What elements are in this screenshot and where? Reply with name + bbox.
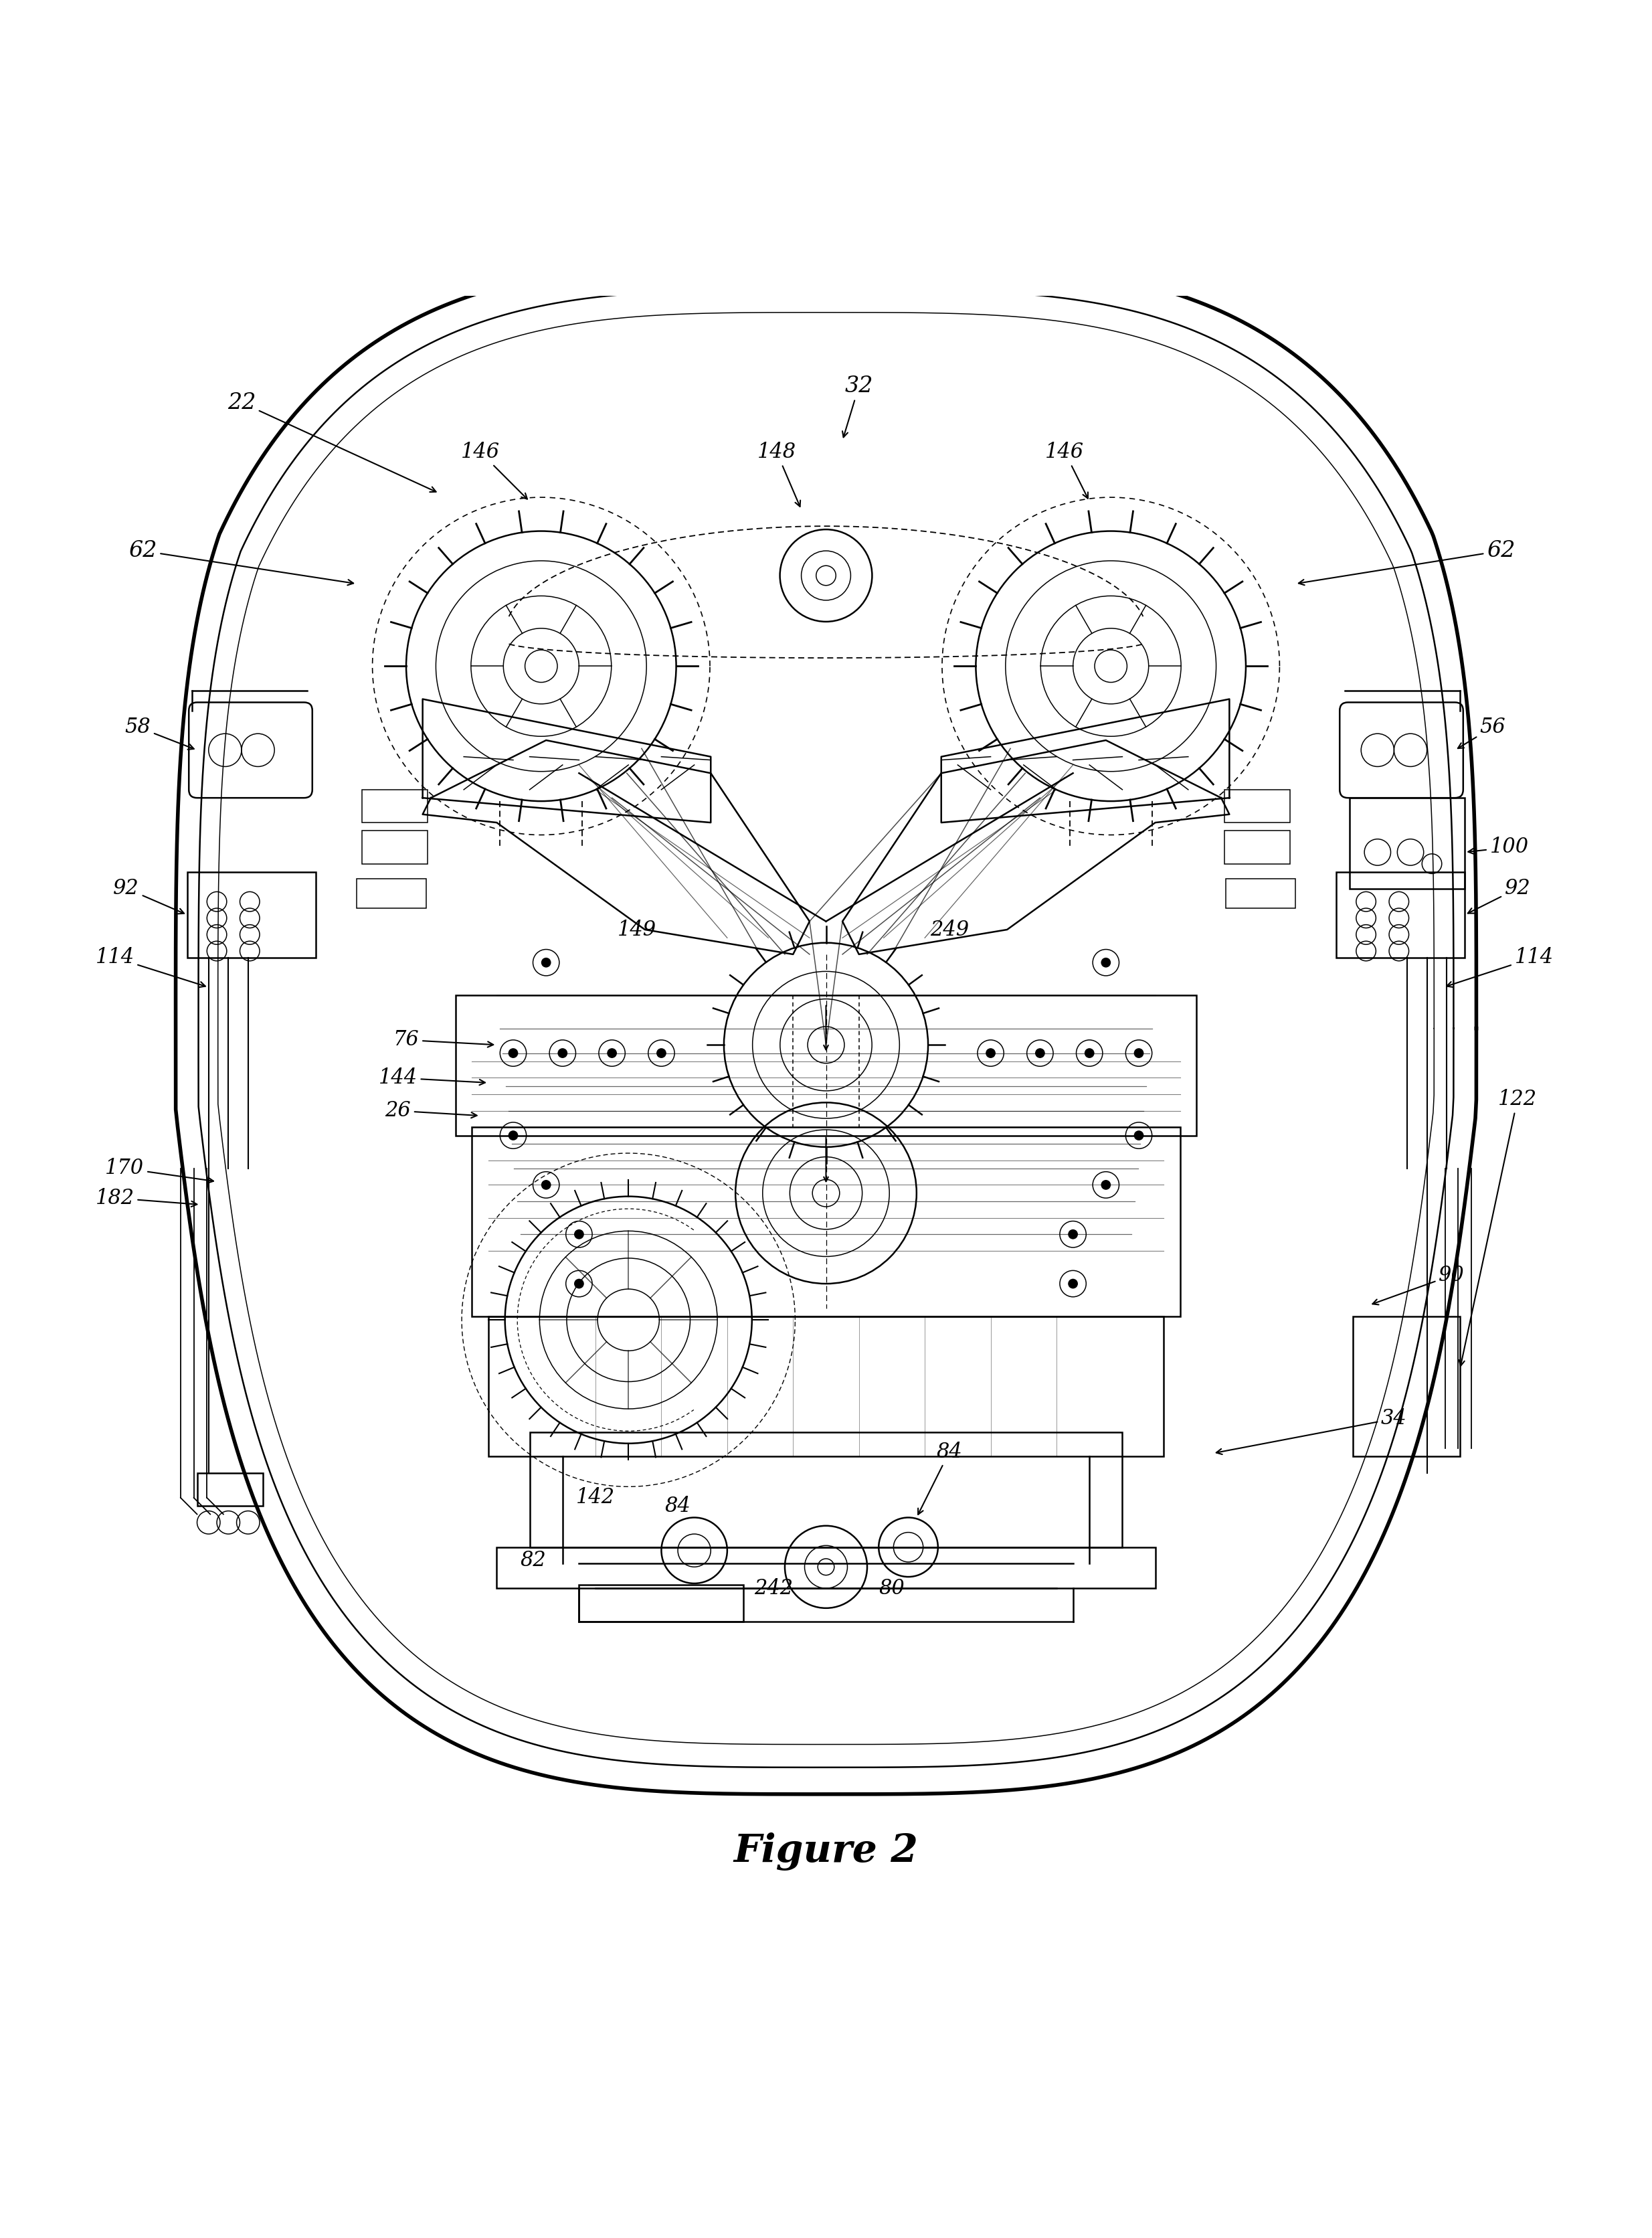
Bar xyxy=(1336,873,1465,958)
Circle shape xyxy=(656,1047,666,1059)
Text: Figure 2: Figure 2 xyxy=(733,1833,919,1871)
Circle shape xyxy=(509,1130,519,1141)
Text: 182: 182 xyxy=(96,1188,197,1209)
Bar xyxy=(472,1128,1180,1316)
Text: 114: 114 xyxy=(1447,947,1553,987)
Text: 142: 142 xyxy=(577,1488,615,1508)
Text: 144: 144 xyxy=(378,1068,486,1088)
Circle shape xyxy=(1100,1179,1110,1191)
Text: 76: 76 xyxy=(393,1029,494,1050)
Circle shape xyxy=(1036,1047,1046,1059)
Circle shape xyxy=(542,958,552,967)
Text: 80: 80 xyxy=(879,1578,905,1598)
Text: 92: 92 xyxy=(1469,877,1530,913)
Text: 242: 242 xyxy=(753,1578,793,1598)
Bar xyxy=(580,1585,743,1620)
Text: 84: 84 xyxy=(919,1441,963,1515)
Text: 90: 90 xyxy=(1373,1264,1465,1305)
Text: 114: 114 xyxy=(96,947,205,987)
Bar xyxy=(197,1473,263,1506)
Text: 84: 84 xyxy=(664,1495,691,1517)
Text: 148: 148 xyxy=(757,441,800,506)
Text: 22: 22 xyxy=(228,392,436,492)
Text: 34: 34 xyxy=(1216,1408,1408,1455)
Text: 56: 56 xyxy=(1457,716,1505,747)
Bar xyxy=(489,1316,1163,1457)
Bar xyxy=(497,1546,1155,1589)
Circle shape xyxy=(1100,958,1110,967)
Text: 149: 149 xyxy=(618,920,656,940)
Circle shape xyxy=(542,1179,552,1191)
Circle shape xyxy=(509,1047,519,1059)
Bar xyxy=(456,996,1196,1135)
Bar xyxy=(187,873,316,958)
Text: 92: 92 xyxy=(114,877,183,913)
Text: 146: 146 xyxy=(1046,441,1089,499)
Circle shape xyxy=(1069,1278,1077,1289)
Bar xyxy=(1353,1316,1460,1457)
Bar xyxy=(362,790,428,824)
Circle shape xyxy=(1069,1229,1077,1240)
Text: 249: 249 xyxy=(930,920,970,940)
Circle shape xyxy=(1133,1130,1143,1141)
Circle shape xyxy=(606,1047,616,1059)
Text: 32: 32 xyxy=(843,376,874,436)
Circle shape xyxy=(575,1229,583,1240)
Circle shape xyxy=(1133,1047,1143,1059)
Bar xyxy=(1224,830,1290,864)
Circle shape xyxy=(986,1047,996,1059)
Bar xyxy=(530,1432,1122,1546)
Circle shape xyxy=(575,1278,583,1289)
Text: 62: 62 xyxy=(129,539,354,584)
Text: 58: 58 xyxy=(126,716,193,750)
Text: 82: 82 xyxy=(520,1551,545,1571)
Bar xyxy=(1226,880,1295,909)
Text: 100: 100 xyxy=(1469,837,1528,857)
Text: 122: 122 xyxy=(1459,1090,1536,1365)
Bar xyxy=(1350,799,1465,888)
Bar xyxy=(362,830,428,864)
Text: 26: 26 xyxy=(385,1101,477,1121)
Text: 170: 170 xyxy=(106,1157,213,1184)
Circle shape xyxy=(558,1047,568,1059)
Bar xyxy=(1224,790,1290,824)
Text: 62: 62 xyxy=(1298,539,1515,584)
Text: 146: 146 xyxy=(461,441,527,499)
Bar xyxy=(357,880,426,909)
Circle shape xyxy=(1084,1047,1094,1059)
